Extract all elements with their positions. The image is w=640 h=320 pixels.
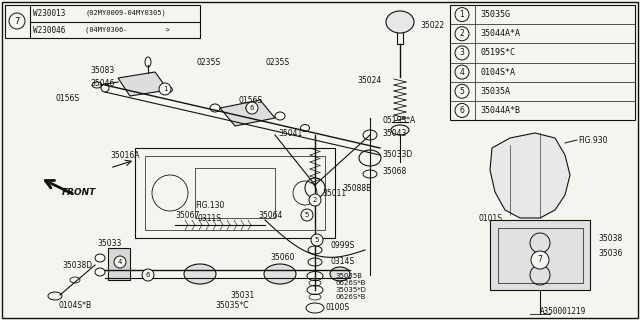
Circle shape xyxy=(455,84,469,98)
Text: 35022: 35022 xyxy=(420,20,444,29)
Text: 35033: 35033 xyxy=(97,238,122,247)
Text: (02MY0009-04MY0305): (02MY0009-04MY0305) xyxy=(85,10,166,16)
Text: 6: 6 xyxy=(146,272,150,278)
Text: 35011: 35011 xyxy=(322,188,346,197)
Circle shape xyxy=(455,46,469,60)
Text: FIG.130: FIG.130 xyxy=(195,201,225,210)
Text: 0156S: 0156S xyxy=(238,95,262,105)
Polygon shape xyxy=(118,72,168,96)
Circle shape xyxy=(301,209,313,221)
Text: FRONT: FRONT xyxy=(62,188,96,196)
Text: 0104S*A: 0104S*A xyxy=(480,68,515,76)
Text: 35036: 35036 xyxy=(598,249,622,258)
Circle shape xyxy=(455,65,469,79)
Text: 4: 4 xyxy=(460,68,465,76)
Text: 0314S: 0314S xyxy=(330,258,354,267)
Text: 0156S: 0156S xyxy=(55,93,79,102)
Text: 35064: 35064 xyxy=(258,211,282,220)
Circle shape xyxy=(311,234,323,246)
Text: 35044A*B: 35044A*B xyxy=(480,106,520,115)
Text: 0626S*B: 0626S*B xyxy=(335,294,365,300)
Text: 35046: 35046 xyxy=(90,78,115,87)
Bar xyxy=(135,148,335,238)
Text: 35043: 35043 xyxy=(382,129,406,138)
Text: 5: 5 xyxy=(315,237,319,243)
Text: 0519S*A: 0519S*A xyxy=(382,116,415,124)
Text: 35083: 35083 xyxy=(90,66,115,75)
Polygon shape xyxy=(220,100,275,126)
Circle shape xyxy=(455,27,469,41)
Text: 35067: 35067 xyxy=(175,211,200,220)
Text: 35035A: 35035A xyxy=(480,87,510,96)
Circle shape xyxy=(309,194,321,206)
Text: 5: 5 xyxy=(305,212,309,218)
Polygon shape xyxy=(108,248,130,280)
Ellipse shape xyxy=(264,264,296,284)
Bar xyxy=(490,220,590,290)
Text: 35088B: 35088B xyxy=(342,183,371,193)
Text: 0101S: 0101S xyxy=(478,213,502,222)
Text: 1: 1 xyxy=(163,86,167,92)
Text: W230013: W230013 xyxy=(33,9,65,18)
Text: 35068: 35068 xyxy=(382,166,406,175)
Bar xyxy=(195,168,275,218)
Text: W230046: W230046 xyxy=(33,26,65,35)
Text: 4: 4 xyxy=(118,259,122,265)
Text: 35035G: 35035G xyxy=(480,10,510,19)
Text: 0235S: 0235S xyxy=(196,58,220,67)
Text: 0626S*B: 0626S*B xyxy=(335,280,365,286)
Text: 0100S: 0100S xyxy=(325,303,349,313)
Ellipse shape xyxy=(184,264,216,284)
Text: 5: 5 xyxy=(460,87,465,96)
Text: 2: 2 xyxy=(313,197,317,203)
Text: 35035*C: 35035*C xyxy=(215,300,248,309)
Circle shape xyxy=(114,256,126,268)
Text: 0519S*C: 0519S*C xyxy=(480,48,515,57)
Circle shape xyxy=(455,8,469,21)
Text: 7: 7 xyxy=(14,17,20,26)
Circle shape xyxy=(9,13,25,29)
Text: 35038D: 35038D xyxy=(62,260,92,269)
Text: FIG.930: FIG.930 xyxy=(578,135,607,145)
Text: 35041: 35041 xyxy=(278,129,302,138)
Text: 0999S: 0999S xyxy=(330,241,355,250)
Bar xyxy=(5,5,200,38)
Text: (04MY0306-         >: (04MY0306- > xyxy=(85,27,170,33)
Text: 35024: 35024 xyxy=(358,76,382,84)
Text: 35035*D: 35035*D xyxy=(335,287,366,293)
Bar xyxy=(498,228,583,283)
Text: 35060: 35060 xyxy=(270,252,294,261)
Text: 0104S*B: 0104S*B xyxy=(58,301,91,310)
Circle shape xyxy=(531,251,549,269)
Text: 35031: 35031 xyxy=(230,291,254,300)
Text: 0311S: 0311S xyxy=(197,213,221,222)
Circle shape xyxy=(159,83,171,95)
Text: 1: 1 xyxy=(460,10,465,19)
Bar xyxy=(145,156,325,230)
Text: 35044A*A: 35044A*A xyxy=(480,29,520,38)
Text: 35033D: 35033D xyxy=(382,149,412,158)
Text: 35038: 35038 xyxy=(598,234,622,243)
Text: 35016A: 35016A xyxy=(110,150,140,159)
Circle shape xyxy=(142,269,154,281)
Text: 2: 2 xyxy=(460,29,465,38)
Text: 6: 6 xyxy=(250,105,254,111)
Text: A350001219: A350001219 xyxy=(540,308,586,316)
Ellipse shape xyxy=(330,267,350,281)
Polygon shape xyxy=(490,133,570,218)
Bar xyxy=(450,5,635,120)
Text: 0235S: 0235S xyxy=(265,58,289,67)
Text: 6: 6 xyxy=(460,106,465,115)
Circle shape xyxy=(455,103,469,117)
Text: 7: 7 xyxy=(538,255,543,265)
Text: 35035B: 35035B xyxy=(335,273,362,279)
Text: 3: 3 xyxy=(460,48,465,57)
Ellipse shape xyxy=(386,11,414,33)
Circle shape xyxy=(246,102,258,114)
